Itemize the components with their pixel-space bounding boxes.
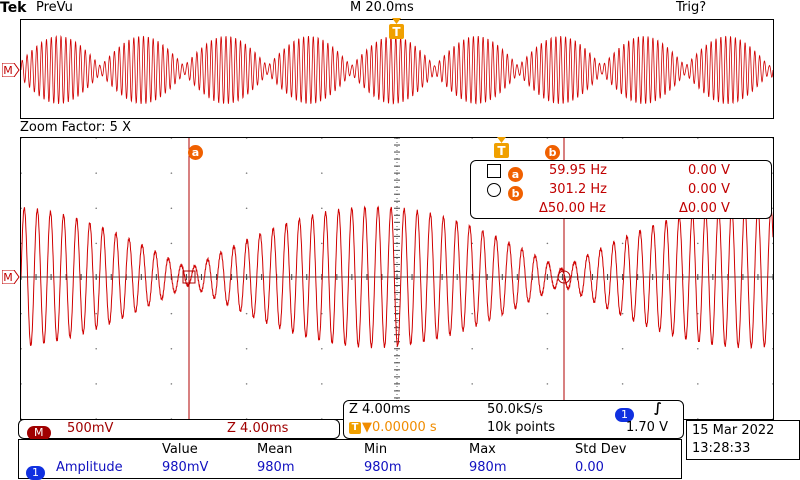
trigger-slope-icon: ∫ [654,401,662,416]
header-max: Max [469,442,496,457]
measurement-min: 980m [364,460,402,475]
measurement-table[interactable]: Value Mean Min Max Std Dev 1 Amplitude 9… [18,439,682,480]
cursor-a-marker[interactable]: a [188,141,203,160]
header-std-dev: Std Dev [575,442,627,457]
svg-text:T: T [497,144,506,158]
timebase-label: M 20.0ms [350,0,414,15]
channel-bar[interactable]: M 500mV Z 4.00ms [18,419,340,440]
math-channel-badge: M [27,426,51,440]
trigger-level: 1.70 V [626,420,668,435]
date-label: 15 Mar 2022 [692,423,775,438]
cursor-b-circle-icon [487,183,501,197]
measurement-std-dev: 0.00 [575,460,604,475]
cursor-b-badge: b [508,186,523,201]
trigger-position: ▼0.00000 s [362,420,437,435]
zoom-time-channel: Z 4.00ms [227,421,289,436]
vertical-scale: 500mV [67,421,114,436]
measurement-max: 980m [469,460,507,475]
cursor-a-frequency: 59.95 Hz [549,163,607,178]
sample-rate: 50.0kS/s [487,402,543,417]
zoom-ground-marker[interactable]: M [1,269,20,288]
acquisition-panel[interactable]: Z 4.00ms 50.0kS/s 1 ∫ T ▼0.00000 s 10k p… [343,400,684,439]
measurement-name: Amplitude [56,460,123,475]
overview-trigger-marker[interactable]: T [389,18,404,40]
cursor-a-square-icon [487,164,501,178]
overview-ground-marker[interactable]: M [1,62,20,81]
svg-text:M: M [3,271,13,284]
time-label: 13:28:33 [692,441,751,456]
delta-voltage: Δ0.00 V [679,201,730,216]
measurement-value: 980mV [162,460,209,475]
zoom-trace [21,205,773,350]
trigger-position-icon: T [349,422,361,434]
svg-text:M: M [3,64,13,77]
datetime-box: 15 Mar 2022 13:28:33 [686,420,800,460]
delta-frequency: Δ50.00 Hz [539,201,606,216]
cursor-readout: a 59.95 Hz 0.00 V b 301.2 Hz 0.00 V Δ50.… [470,160,772,219]
record-length: 10k points [487,420,556,435]
header-mean: Mean [257,442,293,457]
trigger-status: Trig? [676,0,707,15]
measurement-mean: 980m [257,460,295,475]
cursor-b-crosshair [557,270,571,284]
trigger-source-badge: 1 [615,408,634,422]
cursor-b-frequency: 301.2 Hz [549,182,607,197]
mode-label: PreVu [36,0,73,15]
cursor-b-voltage: 0.00 V [688,182,730,197]
overview-trace [21,35,773,105]
zoom-timebase: Z 4.00ms [349,402,411,417]
measurement-source-badge: 1 [26,466,45,480]
zoom-trigger-marker[interactable]: T [494,137,509,159]
header-min: Min [364,442,388,457]
cursor-a-crosshair [182,270,196,284]
brand-logo: Tek [0,0,27,16]
cursor-a-badge: a [508,167,523,182]
svg-text:T: T [392,25,401,39]
cursor-b-marker[interactable]: b [545,141,560,160]
cursor-a-voltage: 0.00 V [688,163,730,178]
zoom-factor-label: Zoom Factor: 5 X [20,120,131,135]
table-row[interactable]: 1 Amplitude 980mV 980m 980m 980m 0.00 [19,459,681,480]
header-value: Value [162,442,198,457]
overview-waveform [21,35,773,105]
